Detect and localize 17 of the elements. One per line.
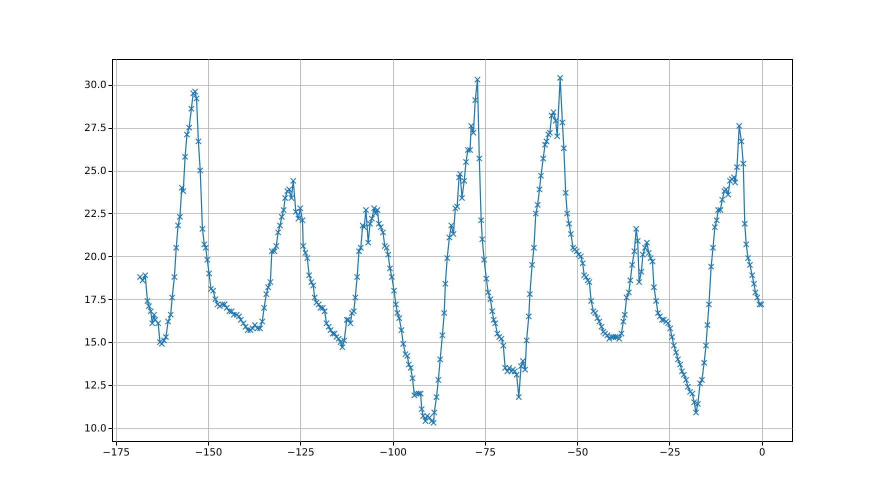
y-tick-label: 12.5	[84, 380, 106, 392]
x-tick-label: −50	[567, 448, 588, 458]
y-tick-label: 27.5	[84, 123, 106, 134]
x-tick-label: −125	[287, 448, 315, 458]
y-tick-label: 22.5	[84, 208, 106, 220]
y-tick-label: 20.0	[84, 252, 106, 263]
y-tick-label: 17.5	[84, 294, 106, 306]
y-tick-label: 15.0	[84, 338, 106, 349]
y-tick-label: 30.0	[84, 80, 106, 92]
x-tick-label: −75	[474, 448, 496, 458]
x-tick-label: −25	[659, 448, 680, 458]
x-tick-label: −175	[102, 448, 130, 458]
x-tick-label: −100	[379, 448, 407, 458]
x-tick-label: 0	[759, 448, 766, 458]
y-tick-label: 25.0	[84, 166, 106, 178]
x-tick-label: −150	[194, 448, 222, 458]
y-tick-label: 10.0	[84, 423, 106, 434]
